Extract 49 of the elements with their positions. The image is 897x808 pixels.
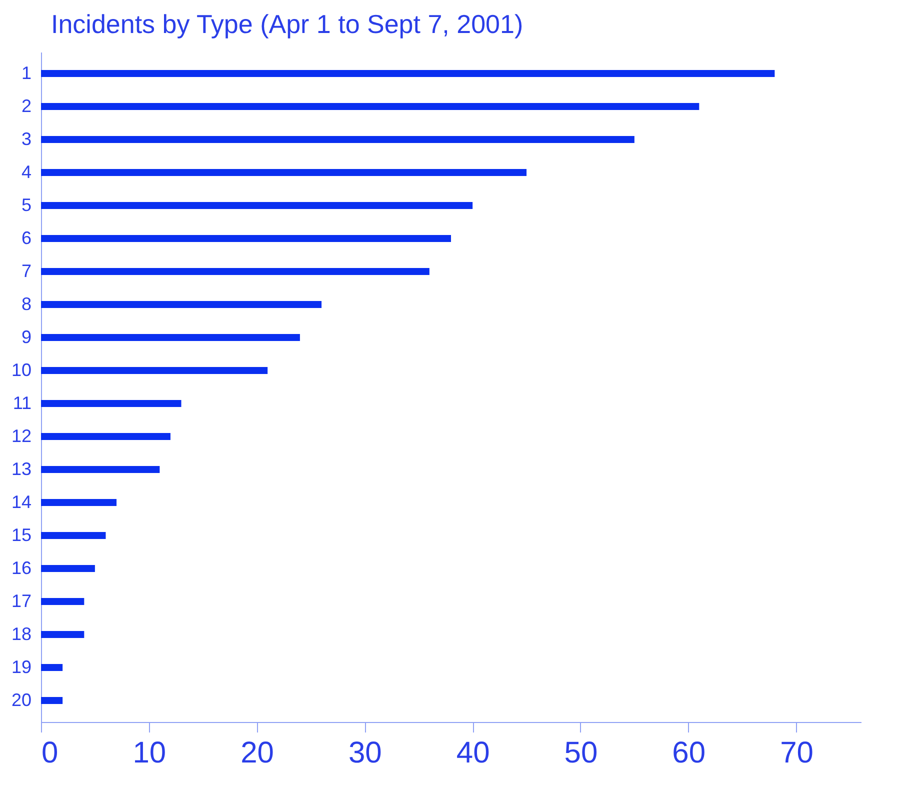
y-tick-label: 15: [11, 525, 32, 545]
y-tick-label: 14: [11, 492, 32, 512]
y-tick-label: 11: [12, 393, 32, 413]
x-tick-label: 40: [456, 736, 490, 770]
y-tick-label: 9: [21, 327, 32, 347]
y-tick-label: 13: [11, 459, 32, 479]
y-tick-label: 16: [11, 558, 32, 578]
y-tick-label: 12: [11, 426, 32, 446]
bar: [41, 565, 95, 572]
y-tick-label: 1: [21, 63, 32, 83]
y-tick-label: 18: [11, 624, 32, 644]
bar: [41, 433, 170, 440]
bar: [41, 136, 634, 143]
bar: [41, 466, 160, 473]
x-tick-label: 0: [42, 736, 58, 770]
bar: [41, 400, 182, 407]
bar: [41, 499, 117, 506]
bar: [41, 664, 63, 671]
bar: [41, 202, 473, 209]
y-tick-label: 3: [21, 129, 32, 149]
y-tick-label: 2: [21, 96, 32, 116]
bar: [41, 235, 451, 242]
x-tick-label: 50: [564, 736, 598, 770]
bar: [41, 532, 106, 539]
y-tick-label: 4: [21, 162, 32, 182]
x-tick-label: 30: [348, 736, 382, 770]
x-tick-label: 60: [672, 736, 706, 770]
bar: [41, 70, 775, 77]
y-tick-label: 6: [21, 228, 32, 248]
bar: [41, 301, 322, 308]
bar: [41, 169, 527, 176]
x-tick-label: 10: [132, 736, 166, 770]
bar: [41, 631, 84, 638]
bar: [41, 268, 430, 275]
x-tick-label: 70: [780, 736, 814, 770]
y-tick-label: 17: [11, 591, 32, 611]
y-tick-label: 8: [21, 294, 32, 314]
y-tick-label: 5: [21, 195, 32, 215]
y-tick-label: 19: [11, 657, 32, 677]
y-tick-label: 7: [21, 261, 32, 281]
bar: [41, 367, 268, 374]
bar: [41, 334, 300, 341]
bar: [41, 598, 84, 605]
y-tick-label: 10: [11, 360, 32, 380]
y-tick-label: 20: [11, 690, 32, 710]
bar: [41, 697, 63, 704]
bar: [41, 103, 700, 110]
x-tick-label: 20: [240, 736, 274, 770]
chart-title: Incidents by Type (Apr 1 to Sept 7, 2001): [50, 9, 524, 39]
